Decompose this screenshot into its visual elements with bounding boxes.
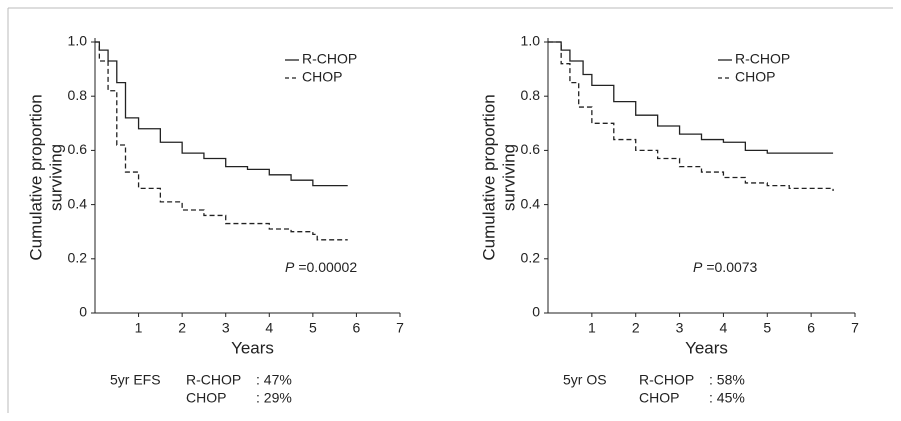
legend-label: CHOP [735, 69, 775, 85]
summary-arm: R-CHOP [186, 372, 241, 388]
summary-arm: CHOP [186, 390, 226, 406]
y-axis-label: surviving [499, 144, 518, 211]
p-value: P =0.0073 [693, 259, 758, 275]
y-tick-label: 0 [79, 304, 87, 320]
x-tick-label: 6 [807, 320, 815, 336]
summary-value: : 29% [256, 390, 292, 406]
y-axis-label: Cumulative proportion [479, 94, 498, 260]
y-tick-label: 0.4 [68, 195, 88, 211]
summary-value: : 58% [709, 372, 745, 388]
x-tick-label: 3 [222, 320, 230, 336]
summary-arm: CHOP [639, 390, 679, 406]
x-axis-label: Years [231, 338, 274, 357]
survival-curve [548, 41, 834, 154]
y-tick-label: 0.8 [68, 87, 88, 103]
legend-label: R-CHOP [735, 51, 790, 67]
summary-label: 5yr EFS [110, 372, 161, 388]
x-tick-label: 3 [676, 320, 684, 336]
y-tick-label: 0.6 [521, 141, 541, 157]
x-tick-label: 7 [396, 320, 404, 336]
y-axis-label: Cumulative proportion [26, 94, 45, 260]
x-tick-label: 1 [135, 320, 143, 336]
y-tick-label: 0.2 [521, 250, 541, 266]
x-axis-label: Years [685, 338, 728, 357]
summary-value: : 45% [709, 390, 745, 406]
y-tick-label: 0.6 [68, 141, 88, 157]
x-tick-label: 5 [763, 320, 771, 336]
p-text: =0.00002 [298, 259, 357, 275]
x-tick-label: 4 [720, 320, 728, 336]
x-tick-label: 6 [353, 320, 361, 336]
legend-label: CHOP [302, 69, 342, 85]
x-tick-label: 2 [178, 320, 186, 336]
y-tick-label: 0.8 [521, 87, 541, 103]
summary-value: : 47% [256, 372, 292, 388]
survival-curve [548, 41, 834, 192]
p-label: P [693, 259, 703, 275]
x-tick-label: 7 [851, 320, 859, 336]
x-tick-label: 1 [588, 320, 596, 336]
p-text: =0.0073 [706, 259, 757, 275]
summary-arm: R-CHOP [639, 372, 694, 388]
y-tick-label: 1.0 [521, 33, 541, 49]
x-tick-label: 5 [309, 320, 317, 336]
y-tick-label: 1.0 [68, 33, 88, 49]
survival-curve [95, 41, 348, 187]
p-label: P [285, 259, 295, 275]
x-tick-label: 4 [265, 320, 273, 336]
y-tick-label: 0.4 [521, 195, 541, 211]
survival-curve [95, 41, 348, 241]
y-tick-label: 0 [532, 304, 540, 320]
legend-label: R-CHOP [302, 51, 357, 67]
y-axis-label: surviving [46, 144, 65, 211]
p-value: P =0.00002 [285, 259, 357, 275]
summary-label: 5yr OS [563, 372, 607, 388]
y-tick-label: 0.2 [68, 250, 88, 266]
x-tick-label: 2 [632, 320, 640, 336]
